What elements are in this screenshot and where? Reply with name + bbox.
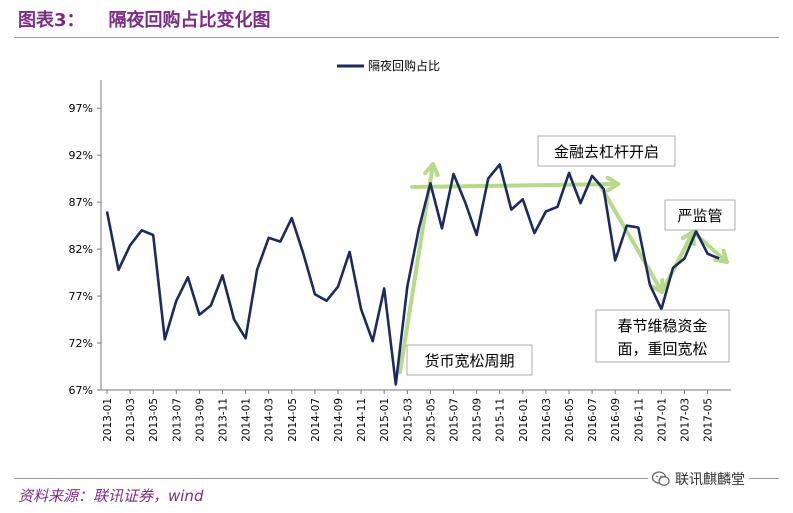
y-tick-label: 72% [69, 337, 93, 350]
annotation-spring-festival-text: 春节维稳资金 [617, 317, 707, 335]
x-tick-label: 2013-05 [148, 398, 160, 442]
series-line-overnight-repo [105, 163, 720, 386]
x-tick-label: 2013-01 [102, 398, 114, 442]
chart-legend: 隔夜回购占比 [337, 58, 440, 73]
wechat-icon [652, 471, 670, 486]
x-tick-label: 2013-09 [194, 398, 206, 442]
watermark: 联讯麒麟堂 [648, 468, 749, 490]
trend-arrow-rebound [660, 230, 695, 294]
x-tick-label: 2013-03 [125, 398, 137, 442]
x-tick-label: 2014-11 [356, 398, 368, 442]
title-divider [14, 37, 779, 38]
annotation-deleverage-text: 金融去杠杆开启 [554, 143, 659, 161]
x-tick-label: 2016-05 [564, 398, 576, 442]
chart-series [105, 163, 720, 386]
x-tick-label: 2017-05 [703, 398, 715, 442]
x-tick-label: 2015-05 [425, 398, 437, 442]
annotation-deleverage: 金融去杠杆开启 [537, 135, 676, 167]
source-note: 资料来源：联讯证券，wind [18, 487, 204, 505]
annotation-deleverage-box [537, 135, 676, 167]
chart-ticks: 67% 72% 77% 82% 87% 92% 97% 2013-01 2013-03 2013-… [69, 102, 715, 442]
annotation-spring-festival-box [595, 309, 730, 363]
trend-arrow-deleverage-flat-head [605, 175, 620, 193]
x-tick-label: 2015-09 [472, 398, 484, 442]
x-tick-label: 2016-03 [541, 398, 553, 442]
line-chart: 67% 72% 77% 82% 87% 92% 97% 2013-01 2013-03 2013-… [69, 58, 736, 442]
y-tick-label: 77% [69, 290, 93, 303]
x-tick-label: 2014-07 [310, 398, 322, 442]
y-tick-label: 92% [69, 149, 93, 162]
annotation-strict-regulation-text: 严监管 [677, 207, 722, 225]
x-tick-label: 2016-07 [587, 398, 599, 442]
x-tick-label: 2016-09 [610, 398, 622, 442]
legend-label: 隔夜回购占比 [368, 58, 440, 73]
footer-divider [14, 478, 779, 479]
trend-arrow-deleverage-flat [410, 182, 620, 189]
x-tick-label: 2017-03 [680, 398, 692, 442]
trend-arrow-drop [598, 183, 664, 294]
x-tick-label: 2014-09 [333, 398, 345, 442]
x-tick-label: 2015-01 [379, 398, 391, 442]
watermark-text: 联讯麒麟堂 [675, 472, 745, 488]
annotation-strict-regulation: 严监管 [664, 199, 736, 231]
annotation-strict-regulation-box [664, 199, 736, 231]
x-tick-label: 2016-01 [518, 398, 530, 442]
y-tick-label: 67% [69, 384, 93, 397]
chart-axes [100, 80, 731, 391]
x-tick-label: 2014-01 [241, 398, 253, 442]
y-tick-label: 82% [69, 243, 93, 256]
figure-heading: 隔夜回购占比变化图 [108, 10, 271, 31]
annotation-spring-festival-text: 面，重回宽松 [617, 340, 707, 358]
annotation-monetary-easing-text: 货币宽松周期 [424, 352, 514, 370]
x-tick-label: 2013-07 [171, 398, 183, 442]
x-tick-label: 2014-03 [264, 398, 276, 442]
figure-title: 图表3： 隔夜回购占比变化图 [18, 6, 271, 32]
y-tick-label: 97% [69, 102, 93, 115]
x-tick-label: 2014-05 [287, 398, 299, 442]
annotation-monetary-easing: 货币宽松周期 [406, 344, 533, 376]
x-tick-label: 2015-03 [402, 398, 414, 442]
x-tick-label: 2015-11 [495, 398, 507, 442]
trend-arrow-easing-up-head [423, 162, 440, 178]
annotation-monetary-easing-box [406, 344, 533, 376]
trend-arrow-decline-head [713, 248, 729, 264]
x-tick-label: 2017-01 [656, 398, 668, 442]
x-tick-label: 2016-11 [633, 398, 645, 442]
x-tick-label: 2013-11 [218, 398, 230, 442]
y-tick-label: 87% [69, 196, 93, 209]
x-tick-label: 2015-07 [449, 398, 461, 442]
figure-label: 图表3： [18, 10, 85, 31]
